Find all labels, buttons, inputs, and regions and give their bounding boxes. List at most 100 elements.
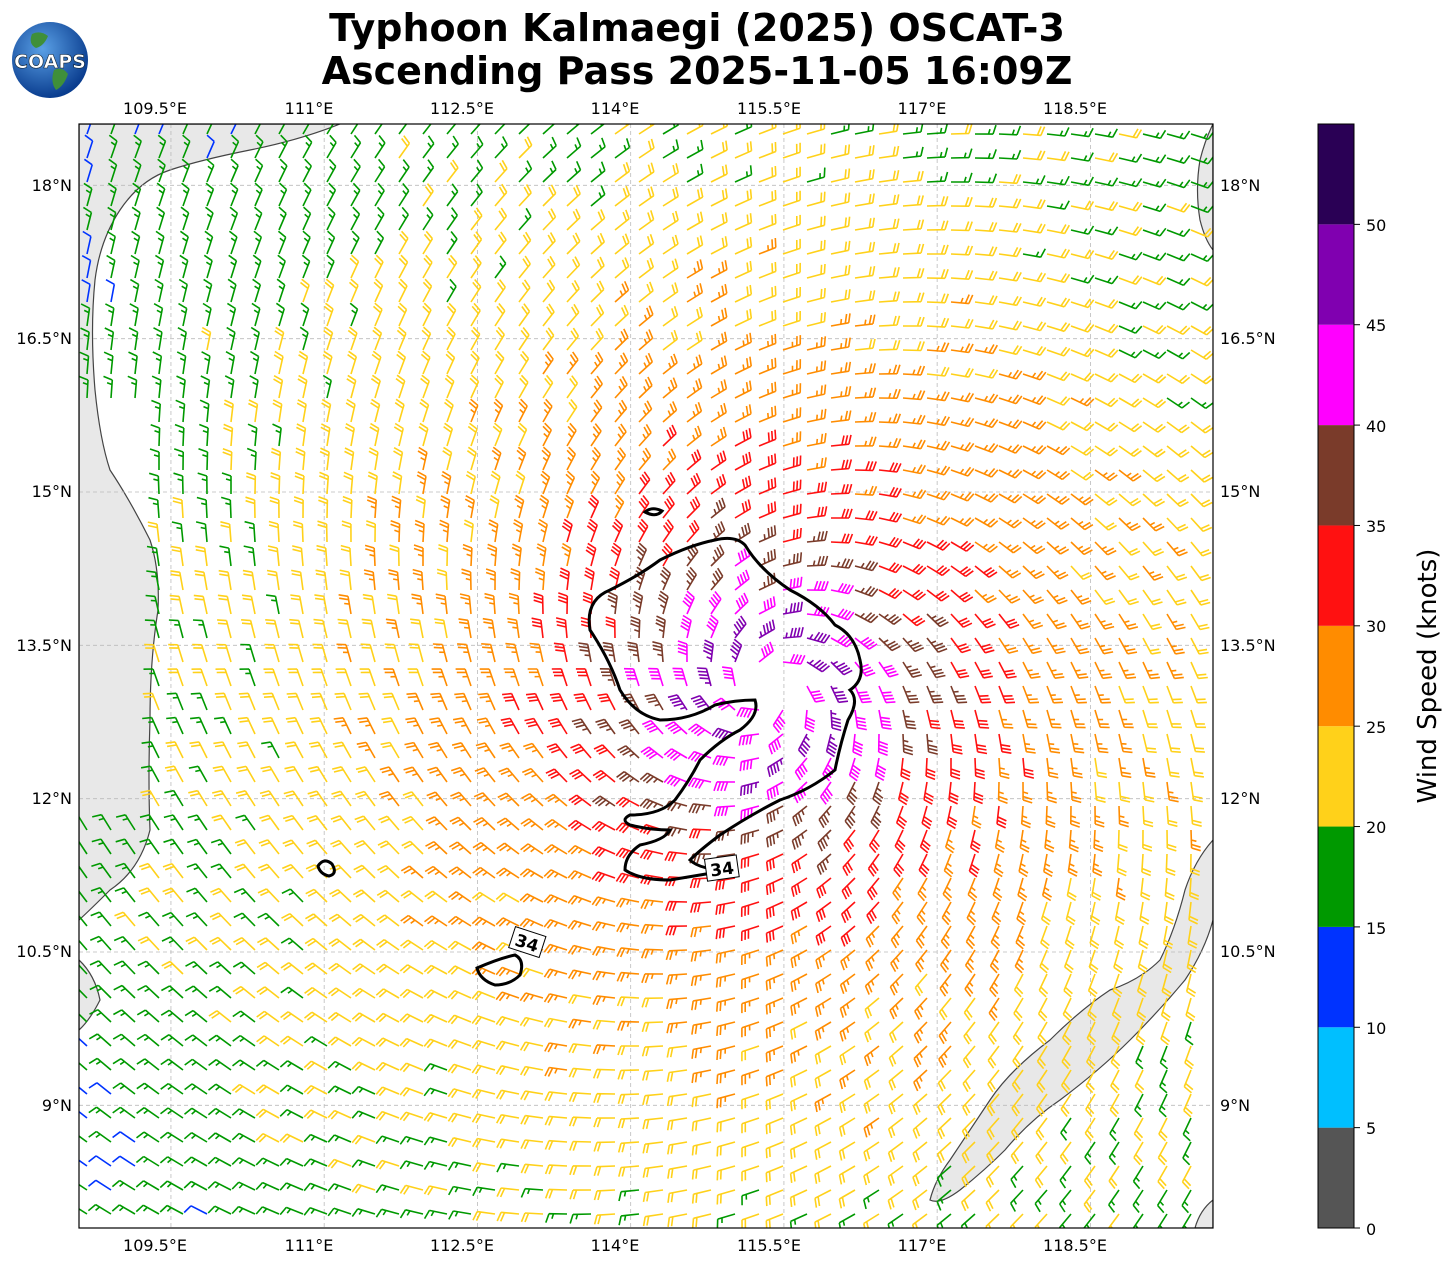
- wind-barb: [741, 1021, 760, 1038]
- wind-barb: [715, 901, 736, 915]
- wind-barb: [991, 901, 1002, 926]
- wind-barb: [888, 1069, 904, 1091]
- wind-barb: [918, 853, 930, 878]
- wind-barb: [114, 887, 136, 903]
- wind-barb: [1065, 901, 1076, 926]
- wind-barb: [139, 838, 160, 855]
- wind-barb: [303, 1084, 328, 1095]
- wind-barb: [265, 619, 280, 639]
- wind-barb: [852, 733, 864, 757]
- wind-barb: [1142, 469, 1166, 483]
- wind-barb: [887, 1165, 904, 1186]
- wind-barb: [998, 198, 1022, 209]
- wind-barb: [854, 290, 876, 303]
- lat-labels-right: 18°N 16.5°N 15°N 13.5°N 12°N 10.5°N 9°N: [1220, 176, 1276, 1115]
- wind-barb: [423, 1136, 448, 1146]
- wind-barb: [741, 949, 760, 966]
- wind-barb: [279, 1157, 304, 1167]
- wind-barb: [998, 469, 1023, 479]
- wind-barb: [161, 936, 184, 951]
- wind-barb: [368, 447, 379, 471]
- wind-barb: [333, 717, 352, 735]
- wind-barb: [677, 640, 688, 663]
- wind-barb: [257, 937, 280, 951]
- wind-barb: [950, 269, 974, 280]
- wind-barb: [328, 987, 352, 999]
- wind-barb: [566, 303, 580, 327]
- wind-barb: [171, 521, 184, 543]
- wind-barb: [887, 1189, 904, 1210]
- wind-barb: [1046, 297, 1071, 308]
- wind-barb: [399, 1062, 424, 1073]
- wind-barb: [209, 936, 232, 951]
- wind-barb: [887, 1141, 904, 1163]
- wind-barb: [407, 668, 424, 687]
- wind-barb: [605, 616, 616, 639]
- wind-barb: [806, 408, 827, 423]
- wind-barb: [1142, 685, 1159, 704]
- wind-barb: [399, 1013, 424, 1023]
- lat-label-right: 18°N: [1220, 176, 1260, 195]
- wind-barb: [734, 592, 749, 615]
- wind-barb: [209, 912, 232, 927]
- wind-barb: [1070, 372, 1095, 382]
- wind-barb: [839, 997, 856, 1018]
- wind-barb: [1022, 613, 1044, 630]
- wind-barb: [1046, 637, 1066, 655]
- wind-barb: [568, 1018, 592, 1029]
- wind-barb: [830, 192, 851, 207]
- wind-barb: [1070, 781, 1082, 804]
- wind-barb: [234, 838, 256, 855]
- wind-barb: [543, 943, 568, 954]
- wind-barb: [194, 570, 208, 591]
- wind-barb: [374, 158, 386, 183]
- wind-barb: [878, 170, 900, 183]
- colorbar-band: [1318, 525, 1354, 626]
- wind-barb: [989, 973, 1000, 998]
- wind-barb: [1113, 925, 1125, 950]
- wind-barb: [926, 124, 948, 135]
- wind-barb: [204, 230, 214, 255]
- wind-barb: [205, 182, 215, 207]
- wind-barb: [1142, 203, 1167, 213]
- wind-barb: [854, 585, 879, 598]
- wind-barb: [254, 158, 264, 183]
- wind-barb: [641, 997, 664, 1008]
- wind-barb: [294, 471, 305, 495]
- wind-barb: [806, 288, 826, 303]
- wind-barb: [1083, 1189, 1096, 1213]
- wind-barb: [350, 230, 360, 255]
- wind-barb: [974, 246, 998, 257]
- wind-barb: [471, 1113, 496, 1124]
- wind-barb: [375, 1012, 400, 1023]
- wind-barb: [864, 997, 880, 1019]
- wind-barb: [160, 1082, 184, 1095]
- wind-barb: [1070, 274, 1095, 284]
- wind-barb: [950, 565, 974, 578]
- wind-barb: [782, 479, 802, 495]
- wind-barb: [814, 1189, 832, 1208]
- wind-barb: [691, 1045, 712, 1059]
- wind-barb: [902, 464, 926, 475]
- wind-barb: [463, 519, 474, 543]
- wind-barb: [1012, 1021, 1024, 1046]
- wind-barb: [734, 451, 752, 471]
- wind-barb: [88, 1033, 112, 1047]
- wind-barb: [998, 444, 1023, 454]
- wind-barb: [782, 190, 801, 207]
- wind-barb: [998, 709, 1014, 729]
- wind-barb: [302, 134, 313, 159]
- wind-barb: [686, 187, 704, 207]
- contour-label-text-1: 34: [709, 858, 735, 881]
- wind-barb: [1181, 1189, 1192, 1214]
- wind-barb: [1190, 445, 1213, 459]
- wind-barb: [1084, 1117, 1096, 1142]
- wind-barb: [741, 1045, 760, 1062]
- wind-barb: [182, 134, 191, 159]
- wind-barb: [839, 1093, 856, 1113]
- wind-barb: [542, 422, 553, 447]
- wind-barb: [290, 594, 304, 615]
- wind-barb: [864, 973, 880, 995]
- wind-barb: [422, 302, 432, 327]
- wind-barb: [854, 338, 876, 351]
